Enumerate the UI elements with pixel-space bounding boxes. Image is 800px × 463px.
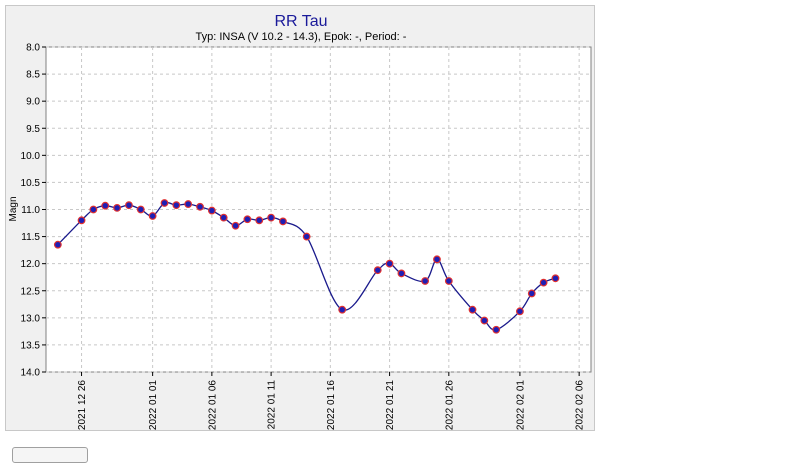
y-tick-label: 8.0 <box>26 43 40 54</box>
data-point <box>516 307 524 316</box>
data-point <box>527 289 536 298</box>
y-tick-label: 9.5 <box>26 124 40 135</box>
data-point <box>231 221 240 230</box>
y-tick-label: 8.5 <box>26 70 40 81</box>
x-tick-label: 2022 01 11 <box>267 380 278 430</box>
y-tick-label: 10.5 <box>21 178 41 189</box>
data-point <box>172 201 181 210</box>
data-point <box>184 200 193 208</box>
data-point <box>243 215 252 224</box>
y-tick-label: 13.0 <box>21 313 41 324</box>
data-point <box>101 201 110 210</box>
data-point <box>302 232 311 241</box>
x-tick-label: 2022 01 16 <box>326 380 337 430</box>
data-point <box>148 212 157 220</box>
data-point <box>196 202 204 211</box>
data-point <box>77 216 86 225</box>
x-tick-label: 2022 01 01 <box>148 380 159 430</box>
data-point <box>433 255 441 264</box>
data-point <box>125 201 133 210</box>
data-point <box>397 269 406 278</box>
data-point <box>255 216 264 225</box>
data-point <box>468 305 477 314</box>
chart-subtitle: Typ: INSA (V 10.2 - 14.3), Epok: -, Peri… <box>196 31 407 43</box>
chart-title: RR Tau <box>274 13 327 30</box>
x-axis: 2021 12 26 2022 01 01 2022 01 06 2022 01 11… <box>77 372 586 430</box>
data-points <box>53 199 560 334</box>
data-point <box>373 266 382 275</box>
data-point <box>279 217 287 226</box>
data-point <box>53 240 62 249</box>
data-point <box>219 213 228 222</box>
x-tick-label: 2022 01 21 <box>385 380 396 430</box>
x-tick-label: 2022 01 26 <box>444 380 455 430</box>
data-point <box>207 206 216 215</box>
data-point <box>551 274 560 283</box>
y-tick-label: 12.0 <box>21 259 41 270</box>
data-point <box>421 277 430 285</box>
y-tick-label: 11.5 <box>21 232 40 243</box>
y-tick-label: 14.0 <box>21 368 41 379</box>
data-point <box>539 278 548 287</box>
data-point <box>338 305 347 314</box>
data-point <box>492 325 501 334</box>
y-tick-label: 9.0 <box>26 97 40 108</box>
x-tick-label: 2022 02 06 <box>575 380 586 430</box>
data-point <box>385 259 394 268</box>
chart-panel: RR Tau Typ: INSA (V 10.2 - 14.3), Epok: … <box>5 5 595 431</box>
x-tick-label: 2022 02 01 <box>515 380 526 430</box>
data-point <box>113 203 121 212</box>
x-tick-label: 2022 01 06 <box>207 380 218 430</box>
data-point <box>444 277 453 285</box>
data-point <box>267 213 276 222</box>
y-tick-label: 10.0 <box>21 151 41 162</box>
y-tick-label: 11.0 <box>21 205 40 216</box>
data-point <box>89 205 98 214</box>
bottom-button[interactable] <box>12 447 88 463</box>
data-point <box>160 199 169 207</box>
y-tick-label: 12.5 <box>21 286 41 297</box>
y-axis: 8.0 8.5 9.0 9.5 10.0 10.5 11.0 11.5 12.0 12.5 13.0… <box>21 43 46 379</box>
x-tick-label: 2021 12 26 <box>77 380 88 430</box>
data-point <box>480 316 489 325</box>
y-tick-label: 13.5 <box>21 340 41 351</box>
chart-svg: RR Tau Typ: INSA (V 10.2 - 14.3), Epok: … <box>8 13 592 430</box>
y-axis-label: Magn <box>8 196 19 221</box>
data-point <box>136 205 145 214</box>
